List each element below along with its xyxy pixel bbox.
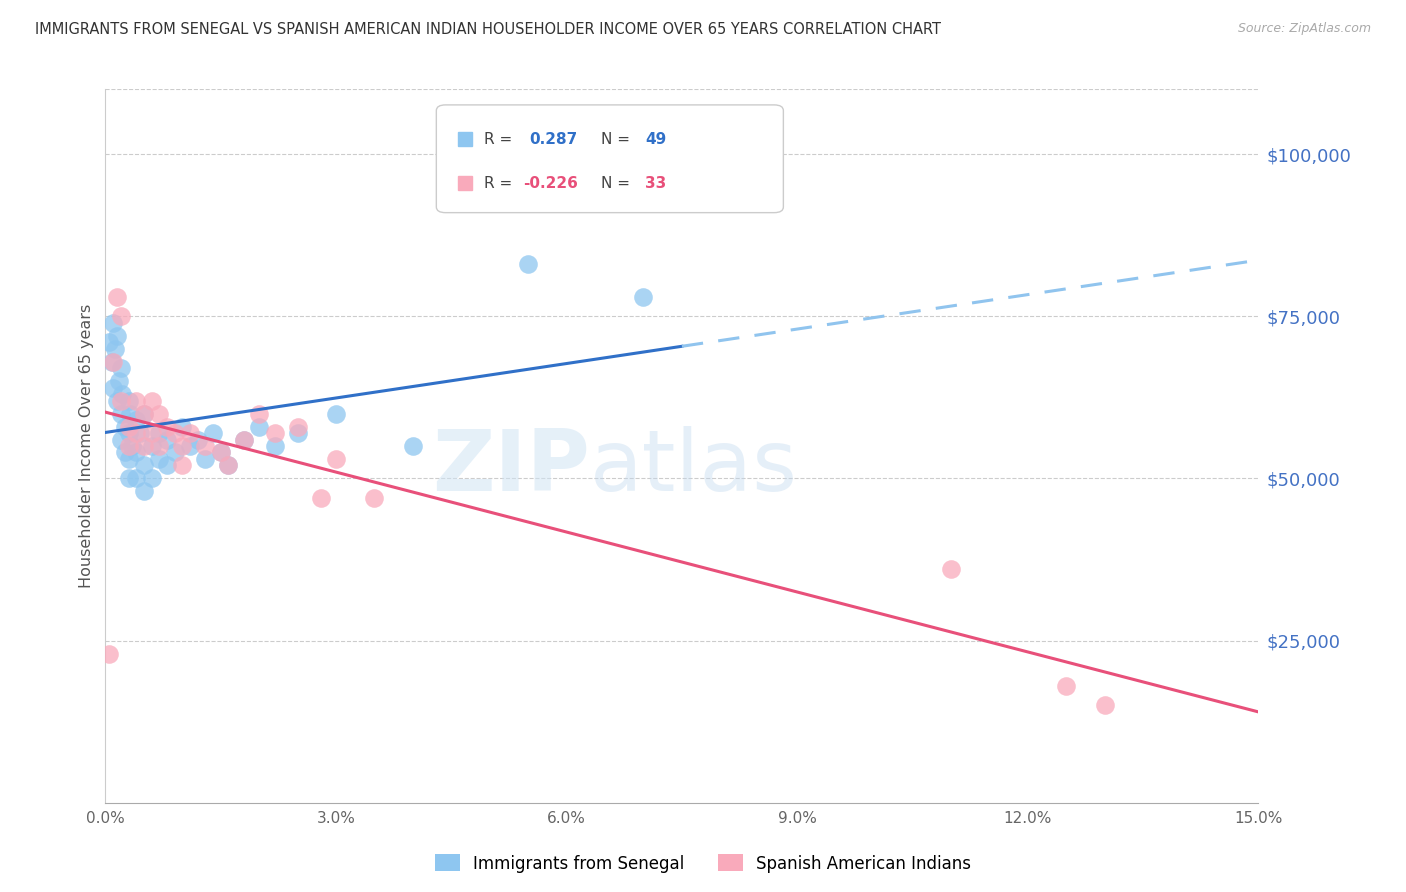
Point [132, 407, 155, 421]
Point [517, 257, 540, 271]
Point [121, 439, 143, 453]
Point [141, 471, 163, 485]
Point [132, 439, 155, 453]
Point [125, 413, 148, 427]
Point [132, 407, 155, 421]
Point [110, 407, 132, 421]
Point [101, 354, 124, 368]
Point [287, 419, 309, 434]
Point [325, 407, 347, 421]
Point [125, 445, 148, 459]
FancyBboxPatch shape [436, 105, 783, 212]
Point [325, 452, 347, 467]
Point [232, 433, 254, 447]
Text: 49: 49 [645, 132, 666, 146]
Legend: Immigrants from Senegal, Spanish American Indians: Immigrants from Senegal, Spanish America… [429, 847, 977, 880]
Point [209, 445, 232, 459]
Point [1094, 698, 1116, 713]
Point [309, 491, 332, 505]
Point [118, 407, 141, 421]
Text: N =: N = [602, 132, 636, 146]
Text: 33: 33 [645, 176, 666, 191]
Point [232, 433, 254, 447]
Point [117, 393, 139, 408]
Y-axis label: Householder Income Over 65 years: Householder Income Over 65 years [79, 304, 94, 588]
Point [187, 433, 209, 447]
Point [633, 290, 655, 304]
Text: atlas: atlas [589, 425, 797, 509]
Point [148, 425, 170, 440]
Text: IMMIGRANTS FROM SENEGAL VS SPANISH AMERICAN INDIAN HOUSEHOLDER INCOME OVER 65 YE: IMMIGRANTS FROM SENEGAL VS SPANISH AMERI… [35, 22, 941, 37]
Point [179, 439, 201, 453]
Point [117, 439, 139, 453]
Point [217, 458, 239, 473]
Point [148, 407, 170, 421]
Point [125, 471, 148, 485]
Point [111, 387, 134, 401]
Point [148, 452, 170, 467]
Text: R =: R = [484, 176, 517, 191]
Point [156, 433, 179, 447]
Point [156, 419, 179, 434]
Point [202, 425, 225, 440]
Point [163, 445, 186, 459]
Point [172, 439, 194, 453]
Point [156, 458, 179, 473]
Point [104, 342, 127, 356]
Text: 0.287: 0.287 [530, 132, 578, 146]
Point [141, 439, 163, 453]
Point [110, 310, 132, 324]
Point [108, 374, 131, 388]
Point [100, 354, 122, 368]
Point [125, 425, 148, 440]
Point [117, 419, 139, 434]
Point [114, 445, 136, 459]
Point [194, 452, 217, 467]
Point [939, 562, 962, 576]
Point [287, 425, 309, 440]
Point [98, 647, 121, 661]
Point [114, 419, 136, 434]
Point [247, 407, 270, 421]
Point [117, 425, 139, 440]
Text: ZIP: ZIP [432, 425, 589, 509]
Point [148, 439, 170, 453]
Point [132, 458, 155, 473]
Point [363, 491, 385, 505]
Point [179, 425, 201, 440]
Point [132, 484, 155, 499]
Point [125, 393, 148, 408]
Point [117, 452, 139, 467]
Text: N =: N = [602, 176, 636, 191]
Point [101, 381, 124, 395]
Point [105, 328, 128, 343]
Point [263, 425, 285, 440]
Point [110, 361, 132, 376]
Point [110, 393, 132, 408]
Point [98, 335, 121, 350]
Text: R =: R = [484, 132, 517, 146]
Point [217, 458, 239, 473]
Point [105, 393, 128, 408]
Point [141, 425, 163, 440]
Point [101, 316, 124, 330]
Point [172, 458, 194, 473]
Point [105, 290, 128, 304]
Point [110, 433, 132, 447]
Text: Source: ZipAtlas.com: Source: ZipAtlas.com [1237, 22, 1371, 36]
Point [163, 425, 186, 440]
Point [172, 419, 194, 434]
Point [402, 439, 425, 453]
Text: -0.226: -0.226 [523, 176, 578, 191]
Point [129, 425, 152, 440]
Point [194, 439, 217, 453]
Point [1054, 679, 1077, 693]
Point [141, 393, 163, 408]
Point [117, 471, 139, 485]
Point [247, 419, 270, 434]
Point [209, 445, 232, 459]
Point [263, 439, 285, 453]
